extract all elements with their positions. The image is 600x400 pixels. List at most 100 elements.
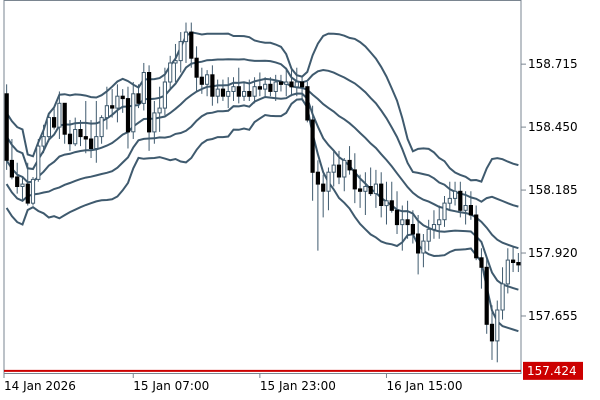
candle bbox=[389, 181, 394, 213]
candle bbox=[110, 89, 115, 118]
candle bbox=[52, 108, 57, 130]
candle bbox=[300, 77, 305, 99]
candle bbox=[426, 219, 431, 251]
candle bbox=[168, 55, 173, 90]
candle bbox=[516, 253, 521, 273]
candle bbox=[500, 267, 505, 320]
candle bbox=[373, 169, 378, 208]
candle bbox=[252, 77, 257, 104]
candle bbox=[410, 210, 415, 244]
candle bbox=[15, 162, 20, 194]
candle bbox=[394, 191, 400, 235]
candle bbox=[178, 32, 183, 73]
candle bbox=[20, 176, 25, 201]
candle bbox=[242, 81, 247, 101]
current-price-line: 157.424 bbox=[4, 361, 583, 380]
band-upper-1sd bbox=[5, 58, 519, 208]
candle bbox=[83, 100, 88, 154]
candle bbox=[257, 72, 262, 97]
candle bbox=[152, 100, 157, 144]
candle bbox=[226, 77, 231, 109]
candle bbox=[273, 74, 278, 101]
candle bbox=[141, 62, 146, 111]
candle bbox=[104, 86, 110, 130]
candle bbox=[147, 65, 152, 151]
x-tick-label: 16 Jan 15:00 bbox=[386, 379, 462, 393]
candle bbox=[463, 191, 468, 225]
candle bbox=[289, 70, 294, 97]
bollinger-bands bbox=[5, 31, 519, 333]
candle bbox=[120, 89, 125, 113]
candle bbox=[347, 146, 352, 175]
candle bbox=[489, 305, 495, 360]
candle bbox=[67, 119, 73, 151]
candle bbox=[189, 22, 194, 68]
candle bbox=[379, 172, 384, 218]
current-price-label: 157.424 bbox=[527, 364, 577, 378]
candle bbox=[62, 102, 67, 144]
candle bbox=[115, 84, 120, 123]
x-tick-label: 15 Jan 23:00 bbox=[260, 379, 336, 393]
candle bbox=[284, 67, 289, 97]
candle bbox=[236, 67, 241, 104]
y-tick-label: 158.450 bbox=[528, 120, 578, 134]
candle bbox=[205, 70, 210, 97]
candle bbox=[36, 138, 41, 182]
candle bbox=[431, 210, 437, 239]
candle bbox=[73, 117, 78, 147]
candle bbox=[458, 181, 463, 218]
y-tick-label: 158.715 bbox=[528, 57, 578, 71]
candle bbox=[368, 167, 373, 197]
y-tick-label: 158.185 bbox=[528, 183, 578, 197]
candle bbox=[294, 67, 299, 97]
x-axis-ticks: 14 Jan 2026 15 Jan 07:00 15 Jan 23:00 16 Ja… bbox=[3, 373, 462, 393]
candle bbox=[247, 79, 252, 101]
candle bbox=[263, 77, 268, 97]
candle bbox=[268, 77, 273, 97]
candle bbox=[495, 300, 500, 363]
y-tick-label: 157.920 bbox=[528, 246, 578, 260]
candle bbox=[331, 150, 336, 187]
x-tick-label: 14 Jan 2026 bbox=[4, 379, 76, 393]
candle bbox=[89, 119, 94, 158]
candle bbox=[210, 65, 215, 106]
candle bbox=[278, 74, 284, 92]
candle bbox=[136, 84, 141, 109]
x-tick-label: 15 Jan 07:00 bbox=[133, 379, 209, 393]
candle bbox=[321, 174, 326, 218]
candle bbox=[25, 162, 30, 206]
candle bbox=[9, 138, 15, 180]
candle bbox=[30, 176, 36, 206]
candle bbox=[484, 257, 489, 334]
plot-area-border bbox=[3, 0, 522, 374]
candle bbox=[131, 81, 136, 139]
candle bbox=[511, 245, 516, 273]
candle bbox=[4, 84, 9, 170]
candle bbox=[363, 172, 368, 216]
candle bbox=[125, 86, 131, 149]
candle bbox=[194, 46, 199, 92]
y-tick-label: 157.655 bbox=[528, 309, 578, 323]
current-price-tag bbox=[523, 361, 583, 380]
candle bbox=[94, 100, 99, 163]
candle bbox=[99, 115, 104, 144]
candle bbox=[57, 91, 62, 139]
candle bbox=[157, 86, 162, 132]
band-lower-2sd bbox=[5, 98, 519, 333]
candle bbox=[215, 79, 220, 104]
candle bbox=[437, 205, 442, 239]
candle bbox=[358, 174, 363, 208]
candle bbox=[41, 124, 46, 154]
candle bbox=[442, 196, 447, 227]
candle bbox=[162, 67, 168, 116]
candle bbox=[220, 79, 226, 101]
band-upper-2sd bbox=[5, 31, 519, 183]
candle bbox=[421, 234, 426, 268]
candle bbox=[505, 248, 510, 294]
candlesticks bbox=[4, 22, 521, 363]
candle bbox=[468, 191, 473, 220]
candle bbox=[479, 248, 484, 289]
candle bbox=[78, 119, 83, 147]
candle bbox=[310, 105, 315, 201]
